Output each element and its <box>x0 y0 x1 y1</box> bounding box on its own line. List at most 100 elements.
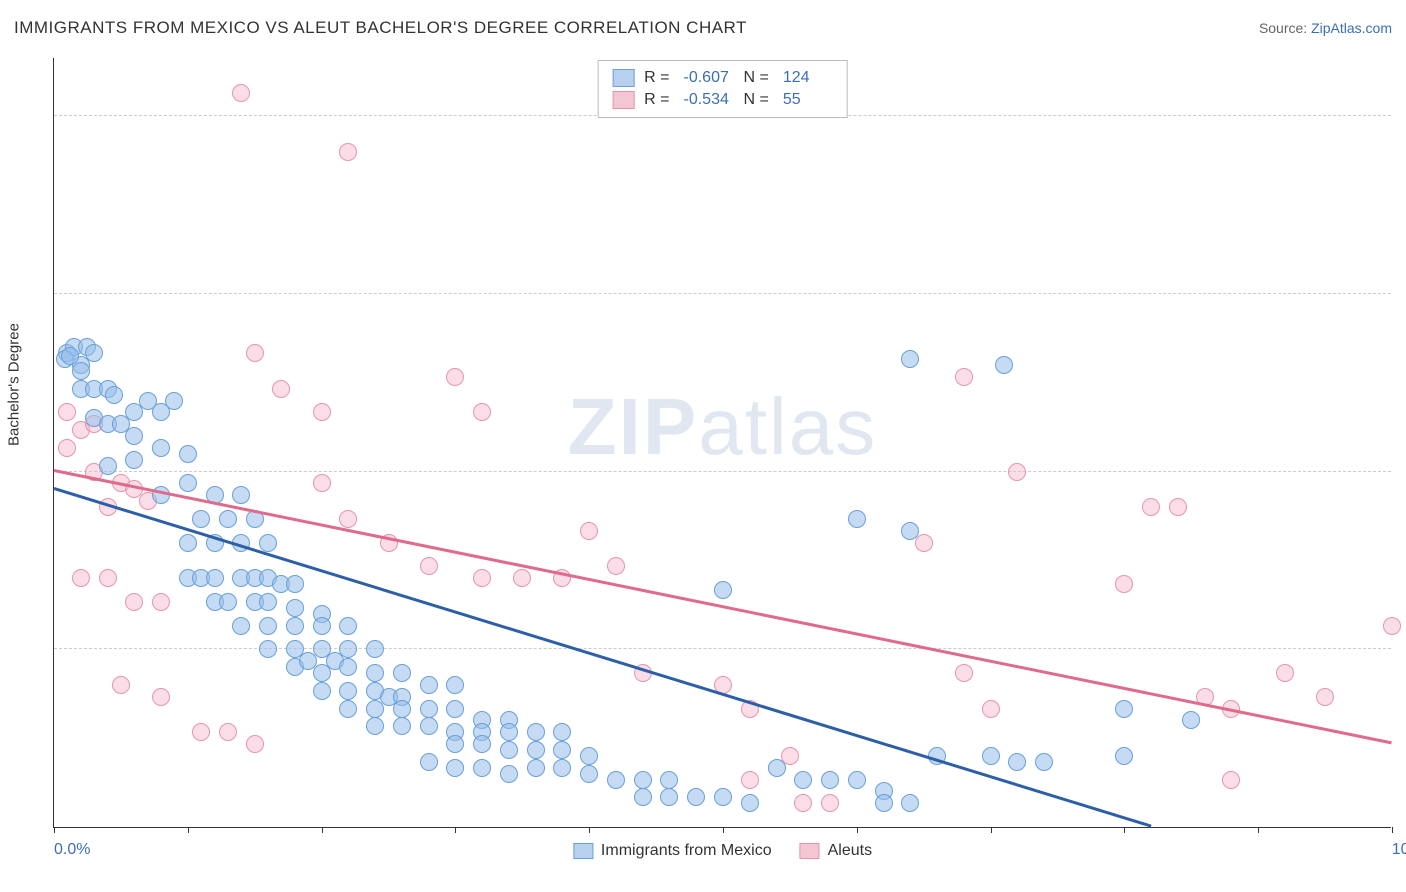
data-point <box>420 676 438 694</box>
data-point <box>313 682 331 700</box>
n-label: N = <box>744 69 769 87</box>
data-point <box>420 700 438 718</box>
y-axis-title: Bachelor's Degree <box>6 323 23 446</box>
gridline <box>54 648 1391 649</box>
scatter-plot-area: ZIPatlas R = -0.607 N = 124 R = -0.534 N… <box>53 58 1391 828</box>
n-value-mexico: 124 <box>783 69 833 87</box>
data-point <box>286 575 304 593</box>
data-point <box>219 723 237 741</box>
data-point <box>259 640 277 658</box>
x-tick <box>188 827 189 833</box>
data-point <box>1008 463 1026 481</box>
data-point <box>660 771 678 789</box>
swatch-aleuts <box>612 91 634 109</box>
r-label: R = <box>644 69 669 87</box>
data-point <box>339 658 357 676</box>
data-point <box>446 759 464 777</box>
data-point <box>741 771 759 789</box>
data-point <box>875 794 893 812</box>
legend-row-mexico: R = -0.607 N = 124 <box>612 67 833 89</box>
data-point <box>1316 688 1334 706</box>
x-tick <box>322 827 323 833</box>
x-axis-min-label: 0.0% <box>54 841 90 859</box>
data-point <box>366 700 384 718</box>
data-point <box>286 599 304 617</box>
data-point <box>339 510 357 528</box>
data-point <box>246 735 264 753</box>
data-point <box>848 510 866 528</box>
chart-title: IMMIGRANTS FROM MEXICO VS ALEUT BACHELOR… <box>14 18 747 38</box>
data-point <box>219 510 237 528</box>
x-tick <box>589 827 590 833</box>
gridline <box>54 471 1391 472</box>
data-point <box>527 759 545 777</box>
data-point <box>1383 617 1401 635</box>
data-point <box>660 788 678 806</box>
x-tick <box>54 827 55 833</box>
data-point <box>339 617 357 635</box>
data-point <box>286 617 304 635</box>
y-tick-label: 45.0% <box>1396 267 1406 285</box>
data-point <box>1035 753 1053 771</box>
data-point <box>446 735 464 753</box>
data-point <box>634 771 652 789</box>
source-prefix: Source: <box>1259 20 1311 36</box>
data-point <box>1182 711 1200 729</box>
data-point <box>179 445 197 463</box>
data-point <box>206 569 224 587</box>
data-point <box>1222 771 1240 789</box>
data-point <box>125 427 143 445</box>
data-point <box>901 794 919 812</box>
data-point <box>513 569 531 587</box>
x-axis-max-label: 100.0% <box>1392 841 1406 859</box>
data-point <box>473 569 491 587</box>
legend-item-aleuts: Aleuts <box>800 842 872 860</box>
data-point <box>393 700 411 718</box>
data-point <box>259 593 277 611</box>
data-point <box>58 439 76 457</box>
data-point <box>246 344 264 362</box>
data-point <box>473 759 491 777</box>
data-point <box>152 688 170 706</box>
watermark-atlas: atlas <box>698 382 877 471</box>
data-point <box>192 723 210 741</box>
data-point <box>105 386 123 404</box>
x-tick <box>991 827 992 833</box>
data-point <box>85 344 103 362</box>
data-point <box>366 664 384 682</box>
data-point <box>232 84 250 102</box>
data-point <box>152 593 170 611</box>
data-point <box>821 794 839 812</box>
data-point <box>473 735 491 753</box>
data-point <box>58 403 76 421</box>
data-point <box>446 700 464 718</box>
data-point <box>219 593 237 611</box>
source-link[interactable]: ZipAtlas.com <box>1311 20 1392 36</box>
data-point <box>72 362 90 380</box>
r-label: R = <box>644 91 669 109</box>
data-point <box>500 765 518 783</box>
series-legend: Immigrants from Mexico Aleuts <box>573 842 872 860</box>
data-point <box>607 771 625 789</box>
data-point <box>179 534 197 552</box>
x-tick <box>1124 827 1125 833</box>
swatch-icon <box>800 843 820 859</box>
data-point <box>768 759 786 777</box>
data-point <box>446 368 464 386</box>
data-point <box>794 794 812 812</box>
data-point <box>420 717 438 735</box>
data-point <box>313 403 331 421</box>
series-name-mexico: Immigrants from Mexico <box>601 842 772 860</box>
data-point <box>580 522 598 540</box>
data-point <box>901 350 919 368</box>
data-point <box>580 765 598 783</box>
series-name-aleuts: Aleuts <box>828 842 872 860</box>
data-point <box>1008 753 1026 771</box>
y-tick-label: 60.0% <box>1396 89 1406 107</box>
source-attribution: Source: ZipAtlas.com <box>1259 20 1392 36</box>
data-point <box>72 569 90 587</box>
data-point <box>500 741 518 759</box>
data-point <box>366 640 384 658</box>
data-point <box>272 380 290 398</box>
data-point <box>339 700 357 718</box>
